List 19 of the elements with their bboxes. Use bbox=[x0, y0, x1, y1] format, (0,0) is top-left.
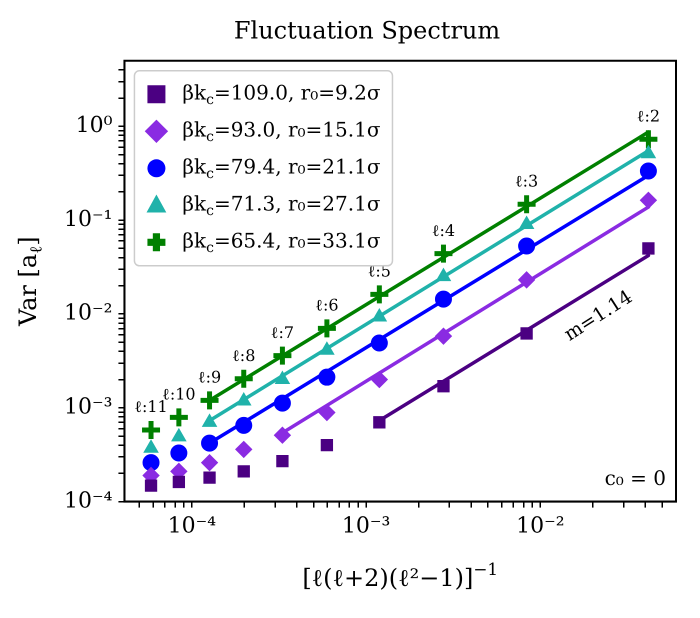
y-tick-label: 10⁻⁴ bbox=[64, 488, 113, 514]
annotation: ℓ:4 bbox=[432, 220, 456, 240]
x-tick-label: 10⁻³ bbox=[342, 514, 390, 539]
y-tick-label: 10⁻² bbox=[64, 300, 112, 326]
annotation: ℓ:2 bbox=[636, 106, 660, 126]
x-tick-label: 10⁻² bbox=[516, 514, 565, 539]
annotation: ℓ:9 bbox=[198, 368, 222, 387]
y-tick-label: 10⁻³ bbox=[64, 394, 112, 420]
annotation: ℓ:10 bbox=[162, 384, 196, 404]
y-tick-label: 10⁰ bbox=[76, 113, 113, 138]
annotation: ℓ:6 bbox=[315, 295, 339, 314]
y-tick-label: 10⁻¹ bbox=[64, 206, 112, 232]
annotation: ℓ:7 bbox=[270, 322, 294, 342]
annotation: ℓ:8 bbox=[232, 346, 256, 365]
chart-title: Fluctuation Spectrum bbox=[234, 16, 500, 45]
annotation: c₀ = 0 bbox=[604, 466, 666, 490]
annotation: ℓ:3 bbox=[514, 171, 538, 190]
y-axis-title: Var [aℓ] bbox=[14, 236, 46, 328]
x-tick-label: 10⁻⁴ bbox=[168, 514, 216, 539]
